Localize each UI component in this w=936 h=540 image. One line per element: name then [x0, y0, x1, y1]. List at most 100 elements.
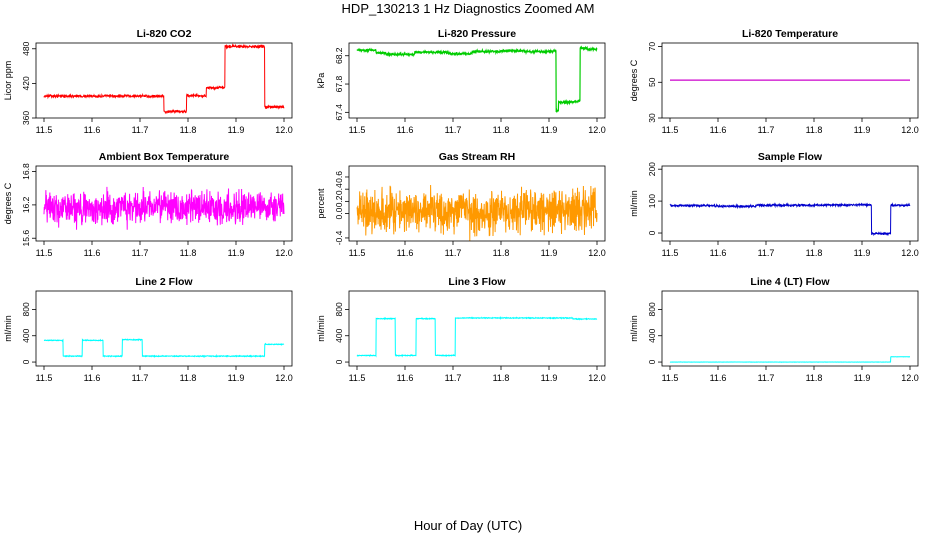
panel: Ambient Box Temperature degrees C 11.5 11.6…: [3, 151, 293, 258]
x-tick-label: 11.6: [84, 125, 101, 135]
y-axis-label: degrees C: [629, 59, 639, 101]
x-tick-label: 12.0: [275, 125, 293, 135]
y-tick-label: 0: [21, 359, 31, 364]
x-tick-label: 11.7: [132, 373, 149, 383]
y-tick-label: 15.6: [21, 230, 31, 247]
y-axis-label: kPa: [316, 73, 326, 89]
y-axis-label: ml/min: [316, 315, 326, 342]
y-tick-label: 360: [21, 111, 31, 125]
panel-title: Li-820 CO2: [137, 28, 192, 40]
x-tick-label: 11.5: [36, 373, 53, 383]
x-tick-label: 11.6: [84, 373, 101, 383]
y-axis-label: degrees C: [3, 182, 13, 224]
x-tick-label: 12.0: [901, 125, 919, 135]
x-tick-label: 11.9: [541, 248, 558, 258]
x-tick-label: 11.5: [349, 125, 366, 135]
x-tick-label: 11.9: [228, 125, 245, 135]
x-tick-label: 11.7: [758, 373, 775, 383]
y-tick-label: 16.8: [21, 163, 31, 180]
x-tick-label: 11.5: [662, 125, 679, 135]
y-axis-label: percent: [316, 188, 326, 219]
panel: Li-820 CO2 Licor ppm 11.5 11.6 11.7 11.8 11.9 1…: [3, 28, 293, 135]
data-trace: [43, 338, 285, 359]
x-tick-label: 11.8: [806, 125, 823, 135]
panel-title: Line 3 Flow: [448, 276, 506, 288]
x-tick-label: 11.8: [180, 125, 197, 135]
panel: Line 4 (LT) Flow ml/min 11.5 11.6 11.7 11.8 11…: [629, 276, 919, 383]
x-tick-label: 11.8: [806, 248, 823, 258]
panel: Gas Stream RH percent 11.5 11.6 11.7 11.8 11.9…: [316, 151, 606, 258]
x-tick-label: 12.0: [901, 248, 919, 258]
panel-title: Line 2 Flow: [135, 276, 193, 288]
x-tick-label: 12.0: [588, 373, 606, 383]
panel-title: Li-820 Pressure: [438, 28, 516, 40]
y-tick-label: 67.4: [334, 104, 344, 121]
panel-title: Sample Flow: [758, 151, 823, 163]
panel-title: Li-820 Temperature: [742, 28, 838, 40]
x-tick-label: 11.7: [132, 125, 149, 135]
data-trace: [356, 316, 598, 358]
x-tick-label: 11.5: [349, 373, 366, 383]
data-trace: [356, 184, 598, 241]
y-tick-label: 800: [21, 302, 31, 316]
x-tick-label: 11.7: [132, 248, 149, 258]
y-tick-label: 16.2: [21, 196, 31, 213]
panel-frame: [348, 42, 606, 119]
x-tick-label: 11.9: [541, 125, 558, 135]
panel-frame: [661, 290, 919, 367]
y-tick-label: 400: [647, 328, 657, 342]
y-axis-label: ml/min: [629, 315, 639, 342]
x-tick-label: 11.9: [854, 248, 871, 258]
panel: Li-820 Temperature degrees C 11.5 11.6 11.7 1…: [629, 28, 919, 135]
panel-frame: [348, 165, 606, 242]
x-tick-label: 11.8: [493, 125, 510, 135]
figure-xlabel: Hour of Day (UTC): [413, 518, 523, 533]
panel: Line 2 Flow ml/min 11.5 11.6 11.7 11.8 11.9 12.…: [3, 276, 293, 383]
panel: Line 3 Flow ml/min 11.5 11.6 11.7 11.8 11.9 12.…: [316, 276, 606, 383]
x-tick-label: 11.9: [541, 373, 558, 383]
x-tick-label: 12.0: [588, 248, 606, 258]
x-tick-label: 12.0: [588, 125, 606, 135]
y-tick-label: 0: [647, 359, 657, 364]
panel: Sample Flow ml/min 11.5 11.6 11.7 11.8 11.9 12.…: [629, 151, 919, 258]
data-trace: [43, 186, 285, 230]
x-tick-label: 11.6: [710, 125, 727, 135]
data-trace: [43, 43, 285, 115]
y-tick-label: 800: [334, 302, 344, 316]
y-tick-label: 0: [334, 359, 344, 364]
y-tick-label: 0.4: [334, 183, 344, 195]
x-tick-label: 12.0: [901, 373, 919, 383]
x-tick-label: 11.9: [854, 373, 871, 383]
panel-title: Ambient Box Temperature: [99, 151, 230, 163]
x-tick-label: 11.7: [445, 248, 462, 258]
y-tick-label: 0: [647, 230, 657, 235]
y-tick-label: 420: [21, 76, 31, 90]
x-tick-label: 12.0: [275, 248, 293, 258]
panel-title: Gas Stream RH: [439, 151, 515, 163]
panel-frame: [35, 290, 293, 367]
panel-frame: [348, 290, 606, 367]
x-tick-label: 11.9: [228, 248, 245, 258]
x-tick-label: 11.8: [493, 373, 510, 383]
y-tick-label: 400: [334, 328, 344, 342]
data-trace: [669, 356, 911, 363]
x-tick-label: 11.8: [493, 248, 510, 258]
y-axis-label: ml/min: [3, 315, 13, 342]
x-tick-label: 11.6: [397, 248, 414, 258]
y-tick-label: 30: [647, 113, 657, 123]
x-tick-label: 11.6: [84, 248, 101, 258]
y-tick-label: 200: [647, 162, 657, 176]
x-tick-label: 11.5: [349, 248, 366, 258]
x-tick-label: 11.8: [180, 373, 197, 383]
y-tick-label: 0.6: [334, 171, 344, 183]
y-axis-label: ml/min: [629, 190, 639, 217]
y-tick-label: 100: [647, 194, 657, 208]
x-tick-label: 12.0: [275, 373, 293, 383]
data-trace: [356, 45, 598, 114]
panel-frame: [35, 42, 293, 119]
x-tick-label: 11.7: [758, 125, 775, 135]
x-tick-label: 11.8: [806, 373, 823, 383]
y-tick-label: 400: [21, 328, 31, 342]
data-trace: [669, 202, 911, 237]
